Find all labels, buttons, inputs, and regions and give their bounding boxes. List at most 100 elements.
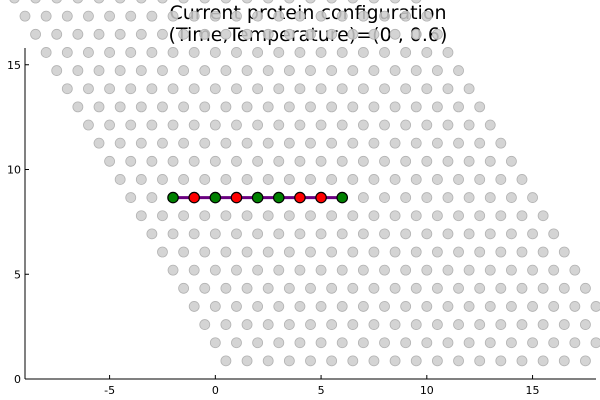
lattice-point xyxy=(569,264,581,276)
lattice-point xyxy=(379,155,390,167)
lattice-point xyxy=(516,355,528,367)
lattice-point xyxy=(231,10,242,22)
lattice-point xyxy=(305,28,316,40)
lattice-point xyxy=(368,0,379,4)
lattice-point xyxy=(389,355,401,367)
lattice-point xyxy=(484,301,496,312)
protein-residue-P xyxy=(230,191,243,204)
lattice-point xyxy=(104,83,115,95)
lattice-point xyxy=(537,355,549,367)
lattice-point xyxy=(379,119,390,131)
lattice-point xyxy=(431,28,443,40)
lattice-point xyxy=(220,28,232,40)
lattice-point xyxy=(262,246,274,258)
lattice-point xyxy=(114,101,126,113)
lattice-point xyxy=(442,119,454,131)
lattice-point xyxy=(431,174,443,185)
lattice-point xyxy=(558,355,570,367)
lattice-point xyxy=(83,83,94,95)
lattice-point xyxy=(135,210,147,222)
lattice-point xyxy=(463,228,475,240)
lattice-point xyxy=(474,355,486,367)
lattice-point xyxy=(104,10,115,22)
lattice-point xyxy=(315,337,327,349)
lattice-point xyxy=(252,264,264,276)
lattice-point xyxy=(379,264,390,276)
lattice-point xyxy=(400,10,412,22)
lattice-point xyxy=(93,28,105,40)
lattice-point xyxy=(421,228,433,240)
lattice-point xyxy=(9,0,20,4)
lattice-point xyxy=(506,264,517,276)
x-tick-label: 10 xyxy=(420,384,434,397)
lattice-point xyxy=(262,210,274,222)
lattice-point xyxy=(305,246,316,258)
lattice-point xyxy=(241,355,253,367)
lattice-point xyxy=(368,28,380,40)
lattice-point xyxy=(400,301,412,312)
lattice-point xyxy=(410,355,422,367)
lattice-point xyxy=(178,65,190,76)
lattice-point xyxy=(262,65,274,76)
lattice-point xyxy=(294,155,306,167)
lattice-point xyxy=(410,101,422,113)
lattice-point xyxy=(273,47,285,58)
lattice-point xyxy=(411,0,422,4)
lattice-point xyxy=(93,137,105,149)
lattice-point xyxy=(368,210,380,222)
lattice-point xyxy=(241,246,253,258)
lattice-point xyxy=(146,47,158,58)
lattice-point xyxy=(326,319,338,330)
lattice-point xyxy=(188,155,200,167)
lattice-point xyxy=(421,83,433,95)
lattice-point xyxy=(379,228,390,240)
lattice-point xyxy=(178,174,190,185)
lattice-point xyxy=(242,0,253,4)
lattice-point xyxy=(357,119,369,131)
lattice-point xyxy=(167,119,179,131)
lattice-point xyxy=(357,301,369,312)
lattice-point xyxy=(474,282,486,294)
lattice-point xyxy=(135,137,147,149)
lattice-point xyxy=(453,65,464,76)
lattice-point xyxy=(347,101,359,113)
lattice-point xyxy=(262,282,274,294)
lattice-point xyxy=(220,65,232,76)
lattice-point xyxy=(410,246,422,258)
lattice-point xyxy=(336,83,348,95)
lattice-point xyxy=(357,155,369,167)
lattice-point xyxy=(495,137,507,149)
lattice-point xyxy=(252,228,264,240)
lattice-point xyxy=(537,210,549,222)
lattice-point xyxy=(315,83,327,95)
lattice-point xyxy=(125,119,137,131)
lattice-point xyxy=(209,301,221,312)
lattice-point xyxy=(262,319,274,330)
lattice-point xyxy=(421,10,433,22)
lattice-point xyxy=(347,282,359,294)
lattice-point xyxy=(421,47,433,58)
lattice-point xyxy=(357,10,369,22)
lattice-point xyxy=(379,47,390,58)
lattice-point xyxy=(199,137,211,149)
lattice-point xyxy=(484,228,496,240)
lattice-point xyxy=(347,319,359,330)
lattice-point xyxy=(199,174,211,185)
lattice-point xyxy=(305,137,316,149)
lattice-point xyxy=(305,174,316,185)
lattice-point xyxy=(315,264,327,276)
lattice-point xyxy=(368,174,380,185)
lattice-point xyxy=(220,319,232,330)
lattice-point xyxy=(336,119,348,131)
lattice-point xyxy=(262,174,274,185)
lattice-point xyxy=(537,319,549,330)
lattice-point xyxy=(326,65,338,76)
protein-residue-H xyxy=(251,191,264,204)
lattice-point xyxy=(410,65,422,76)
lattice-point xyxy=(336,155,348,167)
lattice-point xyxy=(453,174,464,185)
lattice-point xyxy=(283,137,295,149)
lattice-point xyxy=(231,301,242,312)
lattice-point xyxy=(516,174,528,185)
